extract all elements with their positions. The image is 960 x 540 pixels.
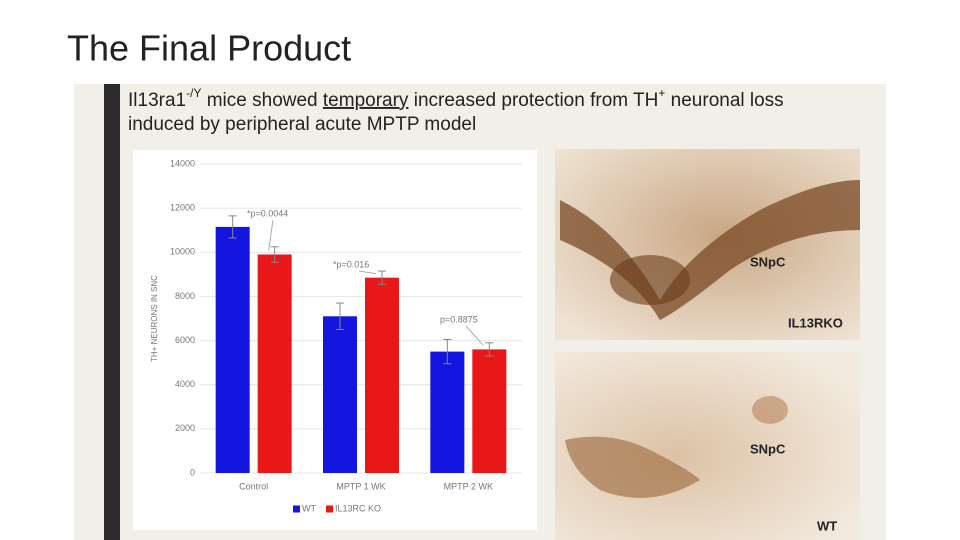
x-tick-label: MPTP 2 WK bbox=[444, 481, 493, 491]
slide-title: The Final Product bbox=[67, 28, 351, 69]
error-bar bbox=[270, 246, 279, 263]
bar bbox=[215, 226, 250, 473]
heading-text: Il13ra1 bbox=[128, 90, 186, 111]
y-tick-label: 4000 bbox=[175, 379, 195, 389]
heading-superscript: + bbox=[658, 86, 665, 100]
error-bar bbox=[228, 215, 237, 239]
heading-text: neuronal loss bbox=[665, 90, 783, 111]
annotation: p=0.8875 bbox=[440, 314, 478, 324]
annotation-pointer bbox=[465, 325, 484, 346]
annotation-pointer bbox=[358, 270, 377, 275]
image-label: WT bbox=[817, 518, 837, 533]
image-label: SNpC bbox=[750, 441, 786, 456]
heading-text: mice showed bbox=[201, 90, 322, 111]
y-axis-label: TH+ NEURONS IN SNC bbox=[150, 275, 159, 362]
legend-swatch bbox=[293, 505, 300, 513]
y-tick-label: 6000 bbox=[175, 335, 195, 345]
bar bbox=[472, 349, 507, 473]
bar bbox=[365, 277, 399, 473]
micrograph: SNpC IL13RKO bbox=[555, 149, 860, 340]
bar bbox=[323, 316, 357, 473]
y-tick-label: 8000 bbox=[175, 291, 195, 301]
annotation: *p=0.0044 bbox=[247, 208, 288, 218]
bar-chart: 0 2000 4000 6000 8000 10000 12000 14000 TH+ NEUR… bbox=[150, 158, 522, 513]
annotation-pointer bbox=[268, 219, 274, 251]
legend-label: WT bbox=[302, 503, 316, 513]
micrograph: SNpC WT bbox=[555, 352, 860, 540]
x-tick-label: MPTP 1 WK bbox=[336, 481, 385, 491]
y-tick-label: 0 bbox=[190, 467, 195, 477]
bar bbox=[257, 254, 292, 473]
error-bar bbox=[378, 270, 386, 285]
y-tick-label: 2000 bbox=[175, 423, 195, 433]
annotation: *p=0.016 bbox=[333, 259, 369, 269]
bar bbox=[430, 351, 465, 473]
image-label: IL13RKO bbox=[788, 315, 843, 330]
error-bar bbox=[336, 302, 344, 331]
legend-label: IL13RC KO bbox=[335, 503, 381, 513]
legend-swatch bbox=[326, 505, 333, 513]
y-tick-label: 14000 bbox=[170, 158, 195, 168]
y-tick-label: 12000 bbox=[170, 203, 195, 213]
figure-heading: induced by peripheral acute MPTP model bbox=[128, 114, 476, 135]
heading-superscript: -/Y bbox=[186, 86, 201, 100]
x-tick-label: Control bbox=[239, 481, 268, 491]
figure-heading: Il13ra1-/Y mice showed temporary increas… bbox=[128, 86, 784, 111]
error-bar bbox=[443, 338, 452, 365]
image-label: SNpC bbox=[750, 254, 786, 269]
side-strip bbox=[104, 84, 120, 540]
y-tick-label: 10000 bbox=[170, 247, 195, 257]
error-bar bbox=[485, 342, 494, 357]
heading-text: increased protection from TH bbox=[408, 90, 658, 111]
heading-text: temporary bbox=[323, 90, 409, 111]
